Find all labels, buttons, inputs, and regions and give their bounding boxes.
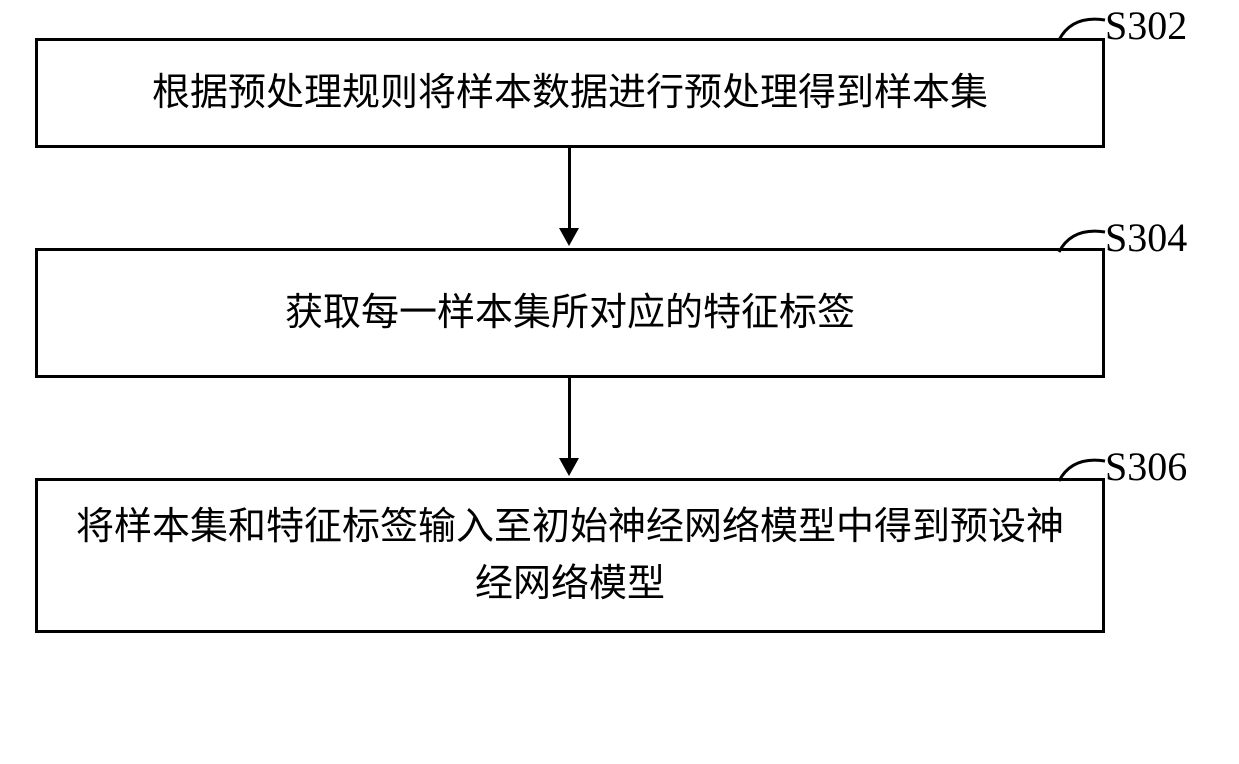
step-label-s302: S302	[1105, 2, 1187, 49]
step-text-s304: 获取每一样本集所对应的特征标签	[285, 285, 855, 342]
step-label-s306: S306	[1105, 443, 1187, 490]
label-curve-s302	[1057, 10, 1107, 45]
arrow-line-2	[568, 378, 571, 460]
label-curve-s306	[1057, 451, 1107, 486]
arrow-head-2	[559, 458, 579, 476]
step-text-s302: 根据预处理规则将样本数据进行预处理得到样本集	[152, 65, 988, 122]
arrow-head-1	[559, 228, 579, 246]
step-text-s306: 将样本集和特征标签输入至初始神经网络模型中得到预设神经网络模型	[68, 499, 1072, 613]
step-label-s304: S304	[1105, 214, 1187, 261]
step-box-s306: 将样本集和特征标签输入至初始神经网络模型中得到预设神经网络模型	[35, 478, 1105, 633]
label-curve-s304	[1057, 222, 1107, 257]
step-box-s302: 根据预处理规则将样本数据进行预处理得到样本集	[35, 38, 1105, 148]
arrow-line-1	[568, 148, 571, 230]
flowchart-container: 根据预处理规则将样本数据进行预处理得到样本集 S302 获取每一样本集所对应的特…	[0, 0, 1239, 764]
step-box-s304: 获取每一样本集所对应的特征标签	[35, 248, 1105, 378]
